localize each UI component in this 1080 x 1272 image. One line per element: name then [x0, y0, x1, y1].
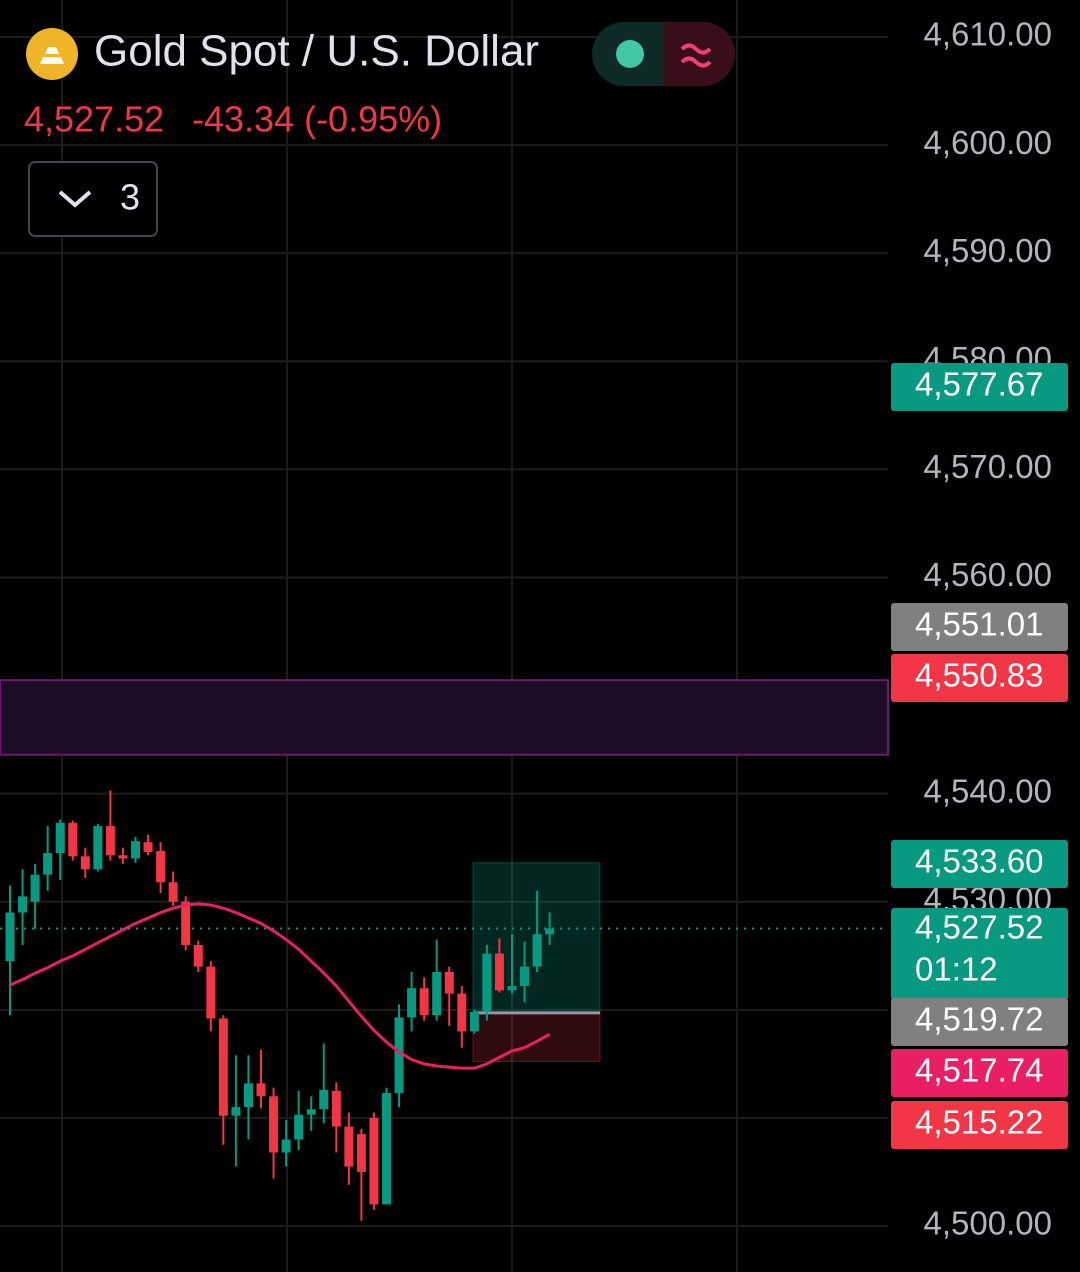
price-label: 4,515.22 — [915, 1104, 1043, 1141]
y-tick-label: 4,570.00 — [924, 448, 1052, 485]
candle-body — [5, 912, 15, 962]
candle-body — [319, 1089, 329, 1110]
candle-body — [118, 855, 128, 859]
y-tick-label: 4,540.00 — [924, 772, 1052, 809]
candle-body — [444, 971, 454, 994]
candle-body — [30, 874, 40, 902]
moving-average — [9, 902, 551, 1070]
price-label: 4,533.60 — [915, 843, 1043, 880]
price-label-box — [891, 840, 1068, 888]
price-label: 4,550.83 — [915, 657, 1043, 694]
last-price: 4,527.52 — [24, 99, 164, 140]
price-change: -43.34 (-0.95%) — [192, 99, 442, 140]
symbol-title: Gold Spot / U.S. Dollar — [94, 27, 539, 76]
candle-body — [306, 1109, 316, 1115]
price-label: 4,519.72 — [915, 1001, 1043, 1038]
position-stop — [472, 1012, 601, 1062]
price-label-box — [891, 603, 1068, 651]
candle-body — [231, 1107, 241, 1116]
price-label: 4,551.01 — [915, 606, 1043, 643]
y-tick-label: 4,560.00 — [924, 556, 1052, 593]
candle-body — [344, 1126, 354, 1167]
candle-body — [143, 842, 153, 853]
indicator-count: 3 — [120, 177, 140, 218]
candle-body — [520, 966, 530, 987]
candle-body — [382, 1093, 391, 1205]
price-label: 4,577.67 — [915, 366, 1043, 403]
price-label: 4,517.74 — [915, 1052, 1043, 1089]
candle-body — [394, 1017, 404, 1094]
candle-body — [193, 944, 203, 967]
candle-body — [407, 988, 417, 1018]
y-tick-label: 4,590.00 — [924, 232, 1052, 269]
header: Gold Spot / U.S. Dollar 4,527.52 -43.34 … — [24, 22, 735, 237]
chevron — [58, 190, 92, 208]
candle-body — [80, 856, 90, 870]
candle-body — [105, 826, 115, 856]
status-pill-right — [664, 22, 735, 86]
candle-body — [93, 826, 103, 870]
candle-body — [532, 934, 542, 967]
logo-bars — [40, 47, 64, 64]
candle-body — [469, 1011, 479, 1032]
candle-body — [131, 841, 140, 859]
candle-body — [168, 882, 178, 902]
candle-body — [356, 1134, 366, 1172]
candle-body — [494, 953, 504, 991]
delayed-icon — [680, 43, 712, 68]
price-label-box — [891, 1049, 1068, 1097]
price-label-box — [891, 654, 1068, 702]
candle-body — [457, 993, 467, 1032]
price-label-box — [891, 1101, 1068, 1149]
candle-body — [181, 901, 191, 945]
candle-body — [507, 986, 517, 991]
time-grid — [61, 0, 738, 1272]
candle-body — [55, 822, 65, 854]
indicators-toggle[interactable] — [28, 161, 158, 237]
candle-body — [206, 966, 216, 1019]
candle-body — [369, 1117, 379, 1205]
candle-body — [269, 1096, 279, 1153]
candle-body — [419, 988, 429, 1016]
y-tick-label: 4,610.00 — [924, 16, 1052, 53]
candle-body — [43, 853, 53, 875]
candle-body — [294, 1114, 304, 1140]
countdown: 01:12 — [915, 951, 998, 988]
candle-body — [18, 896, 28, 913]
candle-body — [545, 928, 555, 935]
candle-body — [331, 1090, 341, 1127]
candle-body — [243, 1083, 253, 1108]
candle-body — [281, 1139, 291, 1153]
price-label-box — [891, 363, 1068, 411]
candle-body — [432, 971, 442, 1016]
zone — [0, 679, 889, 756]
y-tick-label: 4,600.00 — [924, 124, 1052, 161]
candle-body — [218, 1018, 228, 1116]
candle-body — [256, 1083, 266, 1097]
price-label: 4,527.52 — [915, 909, 1043, 946]
candle-body — [156, 850, 166, 883]
candle-body — [482, 953, 492, 1012]
candle-body — [68, 822, 78, 857]
price-label-box — [891, 908, 1068, 1000]
market-open-dot — [616, 40, 644, 68]
y-tick-label: 4,500.00 — [924, 1205, 1052, 1242]
price-label-box — [891, 998, 1068, 1046]
